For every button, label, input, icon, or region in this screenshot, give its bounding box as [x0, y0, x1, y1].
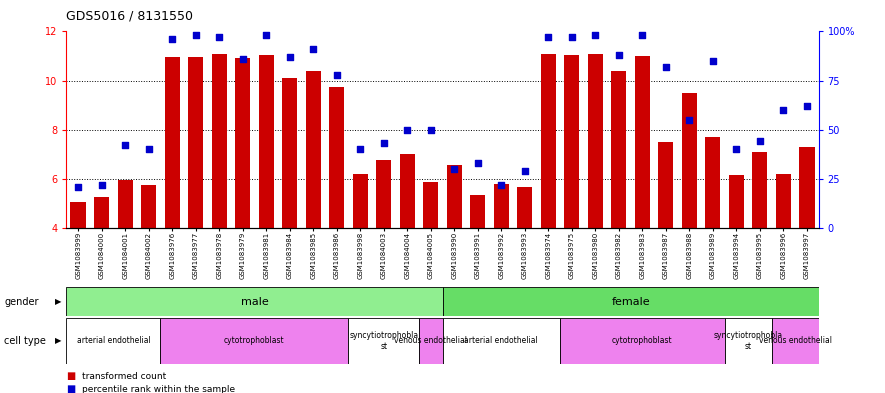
- Point: [729, 146, 743, 152]
- Bar: [282, 78, 297, 228]
- Point: [471, 160, 485, 166]
- Point: [753, 138, 767, 145]
- Point: [95, 182, 109, 188]
- Point: [705, 58, 720, 64]
- Bar: [588, 53, 603, 228]
- Bar: [447, 165, 462, 228]
- Bar: [141, 185, 157, 228]
- Point: [447, 166, 461, 172]
- Bar: [235, 59, 250, 228]
- Point: [282, 54, 296, 60]
- Point: [542, 34, 556, 40]
- Text: cytotrophoblast: cytotrophoblast: [612, 336, 673, 345]
- Bar: [612, 71, 627, 228]
- Bar: [470, 195, 485, 228]
- Bar: [799, 147, 814, 228]
- Point: [518, 168, 532, 174]
- Point: [329, 72, 343, 78]
- Text: male: male: [241, 297, 268, 307]
- Text: percentile rank within the sample: percentile rank within the sample: [82, 385, 235, 393]
- Text: cell type: cell type: [4, 336, 46, 346]
- Text: arterial endothelial: arterial endothelial: [76, 336, 150, 345]
- Bar: [541, 53, 556, 228]
- Text: venous endothelial: venous endothelial: [394, 336, 467, 345]
- Bar: [423, 182, 438, 228]
- Text: gender: gender: [4, 297, 39, 307]
- Bar: [165, 57, 180, 228]
- Point: [353, 146, 367, 152]
- Bar: [305, 71, 321, 228]
- Bar: [752, 152, 767, 228]
- Point: [142, 146, 156, 152]
- Point: [235, 56, 250, 62]
- Bar: [560, 318, 725, 364]
- Bar: [118, 180, 133, 228]
- Bar: [772, 318, 819, 364]
- Bar: [517, 187, 533, 228]
- Text: ■: ■: [66, 384, 75, 393]
- Point: [589, 32, 603, 39]
- Bar: [681, 93, 697, 228]
- Point: [189, 32, 203, 39]
- Bar: [494, 184, 509, 228]
- Bar: [564, 55, 580, 228]
- Bar: [188, 57, 204, 228]
- Text: venous endothelial: venous endothelial: [758, 336, 832, 345]
- Bar: [442, 318, 560, 364]
- Point: [776, 107, 790, 113]
- Bar: [728, 175, 744, 228]
- Point: [612, 52, 626, 58]
- Text: syncytiotrophobla
st: syncytiotrophobla st: [350, 331, 419, 351]
- Bar: [349, 318, 419, 364]
- Point: [494, 182, 508, 188]
- Bar: [94, 197, 109, 228]
- Bar: [725, 318, 772, 364]
- Text: female: female: [612, 297, 650, 307]
- Bar: [635, 56, 650, 228]
- Bar: [442, 287, 819, 316]
- Bar: [419, 318, 442, 364]
- Point: [212, 34, 227, 40]
- Text: ▶: ▶: [56, 336, 62, 345]
- Text: transformed count: transformed count: [82, 372, 166, 381]
- Point: [306, 46, 320, 52]
- Text: ▶: ▶: [56, 297, 62, 306]
- Text: ■: ■: [66, 371, 75, 382]
- Bar: [66, 287, 442, 316]
- Point: [658, 64, 673, 70]
- Bar: [400, 154, 415, 228]
- Bar: [212, 53, 227, 228]
- Bar: [658, 142, 673, 228]
- Bar: [258, 55, 273, 228]
- Text: syncytiotrophobla
st: syncytiotrophobla st: [713, 331, 782, 351]
- Text: arterial endothelial: arterial endothelial: [465, 336, 538, 345]
- Bar: [66, 318, 160, 364]
- Point: [377, 140, 391, 147]
- Point: [682, 117, 696, 123]
- Point: [635, 32, 650, 39]
- Text: GDS5016 / 8131550: GDS5016 / 8131550: [66, 10, 194, 23]
- Point: [71, 184, 85, 190]
- Point: [800, 103, 814, 109]
- Bar: [705, 137, 720, 228]
- Point: [424, 127, 438, 133]
- Bar: [776, 174, 791, 228]
- Point: [165, 36, 180, 42]
- Text: cytotrophoblast: cytotrophoblast: [224, 336, 285, 345]
- Bar: [352, 174, 368, 228]
- Bar: [160, 318, 349, 364]
- Point: [565, 34, 579, 40]
- Point: [400, 127, 414, 133]
- Point: [259, 32, 273, 39]
- Bar: [71, 202, 86, 228]
- Bar: [376, 160, 391, 228]
- Bar: [329, 87, 344, 228]
- Point: [118, 142, 132, 149]
